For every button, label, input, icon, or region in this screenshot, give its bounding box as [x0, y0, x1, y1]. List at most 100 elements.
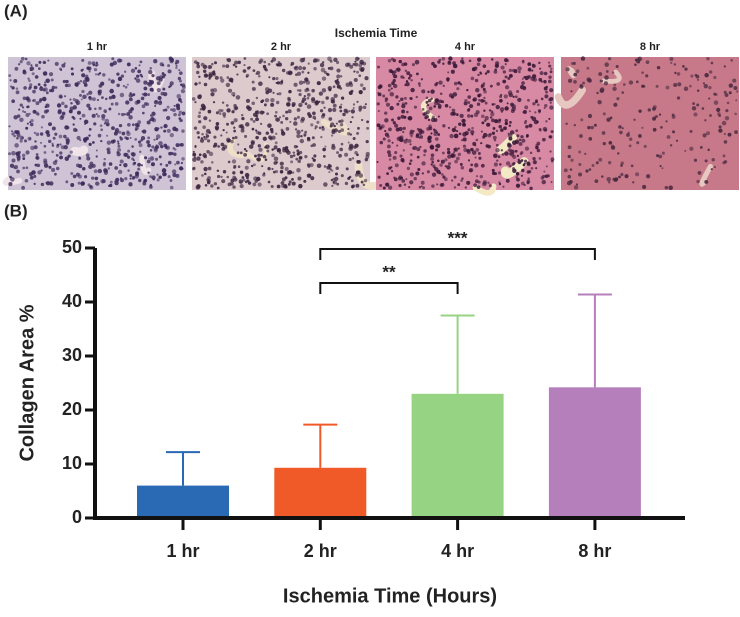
nucleus [172, 126, 177, 132]
nucleus [308, 173, 312, 177]
nucleus [343, 108, 348, 113]
nucleus [105, 97, 108, 101]
nucleus [52, 136, 56, 140]
nucleus [231, 159, 237, 164]
nucleus [242, 69, 247, 73]
nucleus [208, 65, 213, 69]
nucleus [460, 179, 463, 182]
nucleus [70, 171, 74, 176]
nucleus [309, 162, 314, 168]
nucleus [531, 69, 534, 72]
nucleus [462, 132, 467, 137]
nucleus [359, 83, 364, 87]
nucleus [366, 126, 370, 130]
nucleus [354, 143, 359, 148]
nucleus [437, 159, 440, 163]
nucleus [21, 106, 25, 109]
nucleus [724, 93, 729, 97]
nucleus [178, 79, 182, 83]
nucleus [45, 181, 51, 186]
bar [274, 467, 367, 518]
nucleus [449, 133, 454, 139]
nucleus [181, 157, 185, 161]
nucleus [193, 60, 198, 64]
nucleus [58, 94, 63, 99]
nucleus [327, 107, 333, 113]
nucleus [727, 132, 732, 137]
nucleus [267, 180, 271, 184]
nucleus [425, 110, 430, 115]
nucleus [117, 76, 123, 82]
nucleus [391, 118, 394, 122]
nucleus [274, 114, 277, 118]
nucleus [437, 133, 441, 136]
nucleus [13, 134, 16, 138]
nucleus [232, 175, 237, 180]
nucleus [519, 84, 525, 90]
nucleus [659, 164, 662, 168]
nucleus [427, 135, 432, 140]
nucleus [573, 185, 579, 190]
nucleus [124, 85, 128, 89]
nucleus [291, 171, 295, 174]
nucleus [137, 69, 142, 74]
nucleus [257, 144, 261, 148]
nucleus [151, 111, 156, 116]
nucleus [85, 136, 89, 141]
nucleus [239, 184, 244, 189]
nucleus [704, 159, 708, 163]
nucleus [111, 126, 115, 130]
nucleus [196, 184, 201, 189]
nucleus [518, 142, 523, 146]
nucleus [652, 106, 656, 111]
nucleus [197, 136, 200, 139]
nucleus [303, 95, 306, 98]
nucleus [266, 149, 270, 153]
nucleus [51, 142, 54, 145]
nucleus [504, 63, 507, 66]
nucleus [180, 83, 183, 87]
nucleus [200, 62, 205, 67]
nucleus [470, 76, 475, 81]
nucleus [461, 139, 464, 142]
nucleus [510, 152, 515, 157]
nucleus [620, 164, 623, 167]
nucleus [428, 124, 432, 129]
vessel [566, 66, 577, 79]
nucleus [293, 82, 298, 87]
nucleus [353, 70, 356, 73]
nucleus [376, 102, 380, 106]
nucleus [524, 119, 528, 123]
nucleus [394, 123, 399, 128]
nucleus [140, 164, 143, 167]
nucleus [22, 96, 27, 101]
nucleus [736, 90, 739, 93]
nucleus [59, 68, 63, 71]
y-tick-label: 30 [62, 345, 82, 365]
nucleus [421, 89, 426, 94]
nucleus [61, 101, 65, 106]
nucleus [326, 73, 330, 77]
nucleus [345, 82, 350, 87]
histology-image [376, 56, 555, 196]
nucleus [604, 62, 610, 67]
nucleus [587, 113, 593, 119]
nucleus [709, 114, 712, 117]
x-axis-title: Ischemia Time (Hours) [283, 585, 497, 607]
nucleus [264, 145, 267, 149]
nucleus [40, 182, 45, 187]
nucleus [500, 149, 504, 152]
nucleus [79, 117, 82, 120]
nucleus [138, 150, 142, 154]
nucleus [108, 107, 112, 111]
nucleus [207, 176, 211, 180]
nucleus [457, 81, 461, 85]
nucleus [21, 136, 25, 140]
nucleus [221, 101, 225, 104]
nucleus [636, 80, 639, 84]
nucleus [217, 145, 220, 148]
nucleus [29, 83, 33, 87]
nucleus [386, 134, 390, 139]
nucleus [136, 99, 141, 104]
nucleus [336, 78, 339, 81]
